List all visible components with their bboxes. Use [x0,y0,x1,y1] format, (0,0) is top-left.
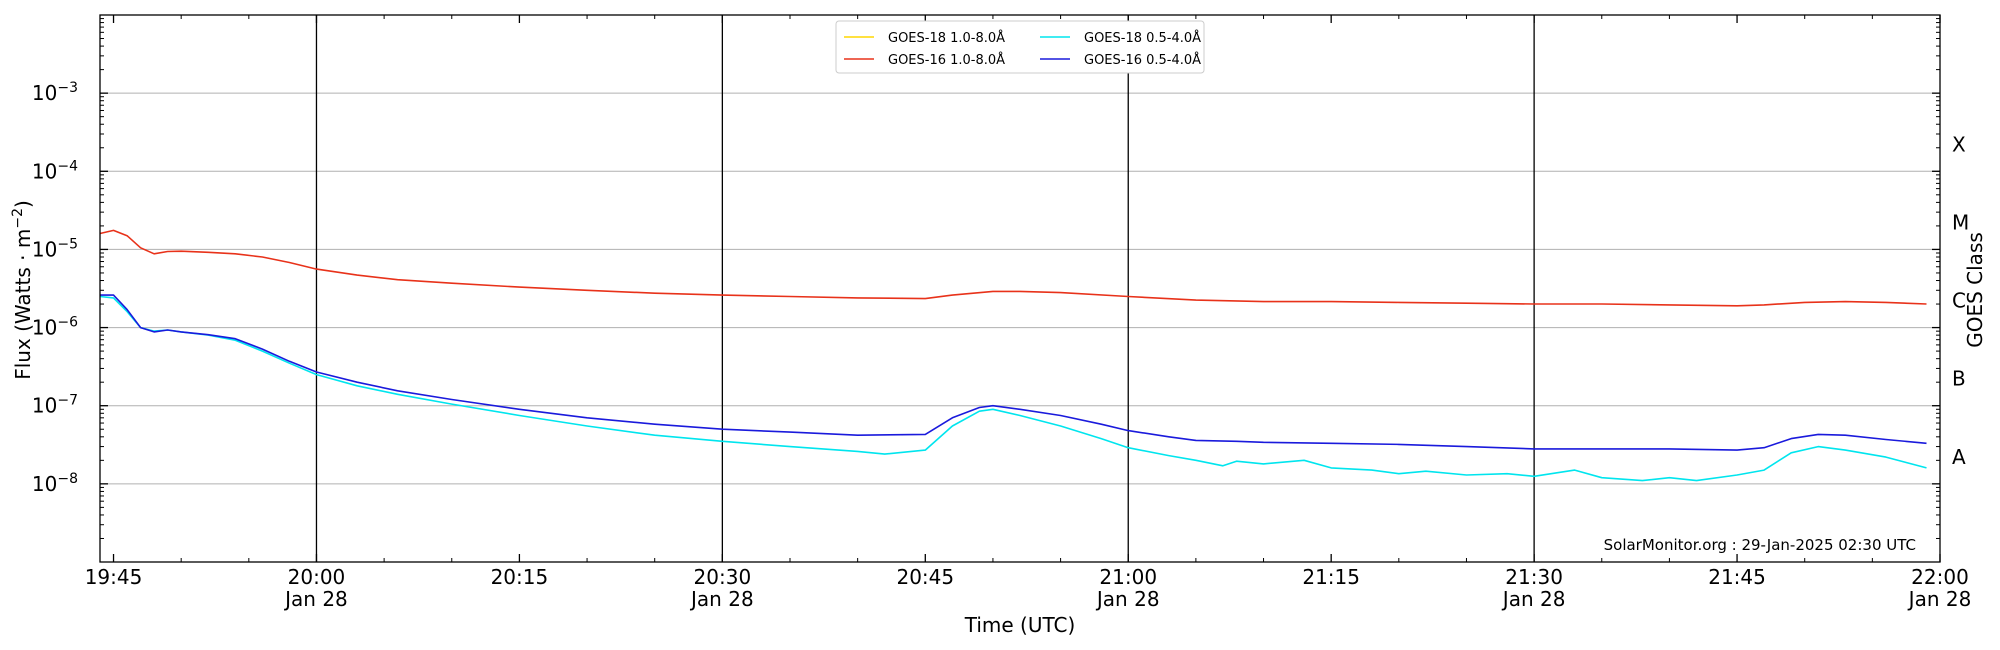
legend: GOES-18 1.0-8.0Å GOES-16 1.0-8.0Å GOES-18 … [835,20,1205,74]
series-line [99,229,1927,307]
horizontal-gridlines [100,92,1940,485]
legend-label: GOES-16 1.0-8.0Å [888,52,1005,68]
x-tick-date-label: Jan 28 [1907,587,1972,611]
credit-text: SolarMonitor.org : 29-Jan-2025 02:30 UTC [1604,536,1916,554]
y-tick-label: 10−4 [32,158,78,183]
y-axis-label: Flux (Watts · m−2) [10,200,35,380]
flux-series [99,229,1927,482]
x-tick-label: 21:00 [1099,565,1157,589]
x-tick-date-label: Jan 28 [1501,587,1566,611]
x-tick-label: 22:00 [1911,565,1969,589]
series-line [100,294,1927,451]
x-tick-label: 20:30 [694,565,752,589]
day-vertical-lines [315,15,1535,562]
legend-label: GOES-18 0.5-4.0Å [1084,30,1201,46]
y-tick-label: 10−6 [32,315,78,340]
x-tick-label: 20:45 [896,565,954,589]
plot-frame [99,14,1941,563]
goes-class-axis-label: GOES Class [1963,232,1987,348]
legend-label: GOES-16 0.5-4.0Å [1084,52,1201,68]
x-tick-label: 19:45 [85,565,143,589]
goes-class-label: B [1952,367,1966,391]
x-tick-label: 20:15 [491,565,549,589]
goes-class-label: A [1952,445,1966,469]
y-tick-label: 10−8 [32,471,78,496]
x-tick-date-label: Jan 28 [689,587,754,611]
legend-box [835,20,1205,74]
x-axis-label: Time (UTC) [964,613,1076,637]
x-tick-label: 21:15 [1302,565,1360,589]
x-tick-label: 21:45 [1708,565,1766,589]
x-tick-label: 20:00 [288,565,346,589]
x-tick-date-label: Jan 28 [1095,587,1160,611]
legend-label: GOES-18 1.0-8.0Å [888,30,1005,46]
goes-class-label: M [1952,210,1969,234]
y-tick-label: 10−7 [32,393,78,418]
x-tick-label: 21:30 [1505,565,1563,589]
y-tick-label: 10−5 [32,236,78,261]
goes-class-label: C [1952,289,1966,313]
y-tick-label: 10−3 [32,80,78,105]
series-line [99,295,1927,482]
x-tick-date-label: Jan 28 [283,587,348,611]
goes-class-label: X [1952,132,1966,156]
